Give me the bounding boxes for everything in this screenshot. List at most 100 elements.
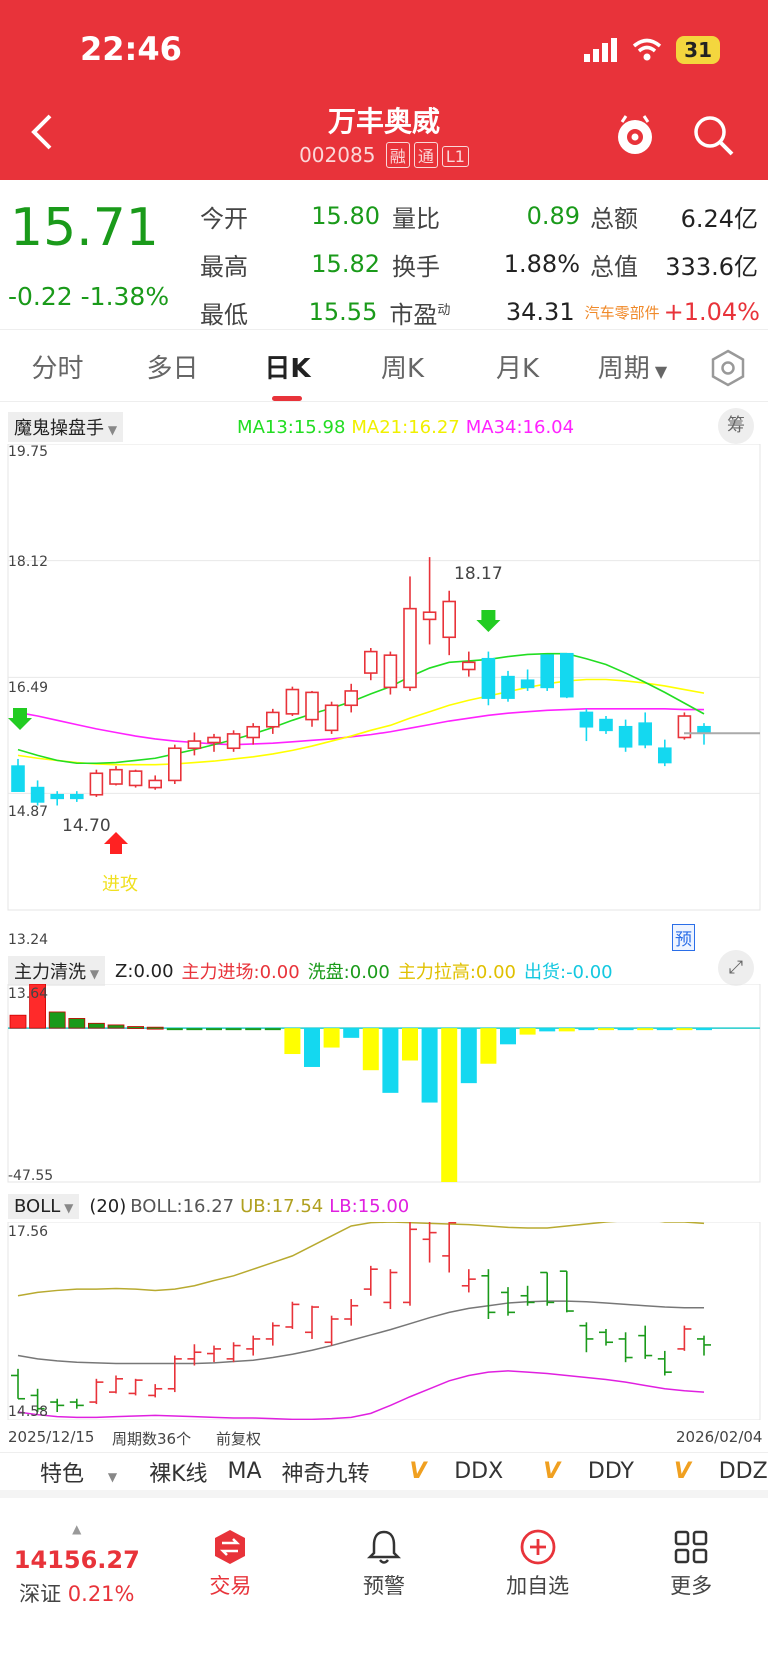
flow-bar [284, 1028, 301, 1055]
sector-link[interactable]: 汽车零部件 [584, 303, 660, 322]
quote-row: 今开 15.80 量比 0.89 总额 6.24亿 [200, 192, 760, 240]
chip-distribution-button[interactable]: 筹 [718, 408, 754, 444]
indicator-ddx[interactable]: V DDX [390, 1459, 504, 1484]
search-icon[interactable] [690, 112, 736, 158]
pe-dynamic-mark: 动 [437, 302, 451, 318]
nav-trade[interactable]: 交易 [154, 1510, 308, 1620]
ma13-line [17, 652, 705, 765]
tab-multiday[interactable]: 多日 [146, 354, 199, 384]
bar-count: 周期数36个 [112, 1430, 192, 1448]
y-tick: 16.49 [8, 680, 49, 696]
boll-mid-value: BOLL:16.27 [130, 1196, 235, 1217]
change-percent: -1.38% [80, 282, 170, 311]
tab-daily-k[interactable]: 日K [230, 348, 345, 401]
candle-body [109, 768, 123, 785]
kline-indicator-select[interactable]: 魔鬼操盘手 ▼ [8, 412, 124, 442]
indicator-ddx-label: DDX [454, 1459, 504, 1484]
tag-margin: 融 [385, 142, 410, 168]
mascot-icon[interactable] [612, 112, 658, 158]
settings-hexagon-icon[interactable] [708, 348, 748, 388]
signal-icon [584, 38, 618, 62]
attack-signal-label: 进攻 [102, 874, 138, 895]
indicator-ddz[interactable]: V DDZ [654, 1459, 768, 1484]
candle-body [265, 711, 280, 728]
flow-chart[interactable] [0, 984, 768, 1214]
candle-body [11, 765, 25, 792]
candle-body [226, 733, 241, 750]
prediction-badge[interactable]: 预 [672, 924, 695, 951]
boll-indicator-select[interactable]: BOLL ▼ [8, 1194, 80, 1219]
flow-y-bottom: -47.55 [8, 1168, 54, 1184]
flow-bar [166, 1028, 183, 1031]
price-change: -0.22 -1.38% [8, 282, 169, 311]
wifi-icon [633, 38, 662, 61]
flow-bar [578, 1028, 595, 1031]
index-ticker[interactable]: ▲ 14156.27 深证 0.21% [0, 1510, 154, 1620]
flow-indicator-select[interactable]: 主力清洗 ▼ [8, 956, 106, 986]
tab-intraday[interactable]: 分时 [31, 354, 84, 384]
nav-more-label: 更多 [670, 1574, 713, 1598]
flow-bar [617, 1028, 634, 1031]
candle-body [168, 747, 182, 782]
battery-indicator: 31 [676, 36, 720, 64]
indicator-featured[interactable]: 特色 ▼ [20, 1456, 117, 1488]
kline-chart[interactable] [0, 444, 768, 944]
quote-panel: 15.71 -0.22 -1.38% 今开 15.80 量比 0.89 总额 6… [0, 180, 768, 330]
flow-inflow-value: 主力进场:0.00 [181, 962, 300, 983]
back-button[interactable] [28, 112, 68, 162]
indicator-ddz-label: DDZ [718, 1459, 768, 1484]
date-start: 2025/12/15 [8, 1428, 95, 1446]
flow-bar [402, 1028, 418, 1061]
tab-weekly-k[interactable]: 周K [380, 354, 425, 384]
candle-body [344, 690, 359, 707]
indicator-bare-k[interactable]: 裸K线 [149, 1461, 208, 1487]
flow-bar [9, 1014, 27, 1029]
tag-level: L1 [441, 146, 469, 167]
candle-body [324, 704, 339, 732]
flow-raise-value: 主力拉高:0.00 [397, 962, 516, 983]
tab-monthly-k[interactable]: 月K [495, 354, 540, 384]
candle-body [128, 770, 143, 787]
nav-more[interactable]: 更多 [614, 1510, 768, 1620]
caret-down-icon: ▼ [60, 1201, 74, 1215]
flow-bar [245, 1028, 262, 1031]
candle-body [599, 718, 613, 732]
nav-trade-label: 交易 [209, 1574, 252, 1598]
high-value: 15.82 [311, 250, 380, 278]
kline-legend: 魔鬼操盘手 ▼ MA13:15.98 MA21:16.27 MA34:16.04 [8, 412, 574, 442]
flow-bar [343, 1028, 360, 1038]
high-price-label: 18.17 [454, 564, 503, 584]
boll-legend: BOLL ▼ (20) BOLL:16.27 UB:17.54 LB:15.00 [8, 1194, 409, 1219]
candle-body [579, 711, 594, 728]
indicator-ddy[interactable]: V DDY [523, 1459, 634, 1484]
turnover-amount-value: 6.24亿 [680, 204, 758, 233]
indicator-ma[interactable]: MA [227, 1459, 262, 1484]
indicator-magic-nine[interactable]: 神奇九转 [281, 1461, 370, 1487]
candle-body [559, 652, 574, 698]
flow-bar [539, 1028, 556, 1032]
candle-body [422, 611, 437, 621]
status-time: 22:46 [80, 30, 182, 68]
tab-period[interactable]: 周期 ▼ [575, 348, 690, 385]
kline-indicator-label: 魔鬼操盘手 [14, 418, 104, 439]
boll-y-top: 17.56 [8, 1224, 49, 1240]
nav-alert[interactable]: 预警 [307, 1510, 461, 1620]
candle-body [383, 654, 398, 689]
expand-icon[interactable]: ⤢ [718, 950, 754, 986]
open-value: 15.80 [311, 202, 380, 230]
candle-body [442, 600, 457, 639]
sector-change: +1.04% [663, 298, 760, 326]
chevron-left-icon [31, 114, 52, 150]
boll-chart[interactable] [0, 1222, 768, 1420]
current-price: 15.71 [10, 198, 159, 258]
nav-add-watchlist[interactable]: 加自选 [461, 1510, 615, 1620]
caret-down-icon: ▼ [86, 967, 100, 981]
adjust-mode[interactable]: 前复权 [216, 1430, 262, 1448]
boll-period: (20) [89, 1196, 127, 1217]
add-circle-icon [520, 1529, 555, 1565]
low-price-label: 14.70 [62, 816, 111, 836]
volume-ratio-label: 量比 [392, 204, 440, 233]
grid-icon [674, 1530, 708, 1564]
candle-body [481, 657, 496, 699]
quote-row: 最高 15.82 换手 1.88% 总值 333.6亿 [200, 240, 760, 288]
